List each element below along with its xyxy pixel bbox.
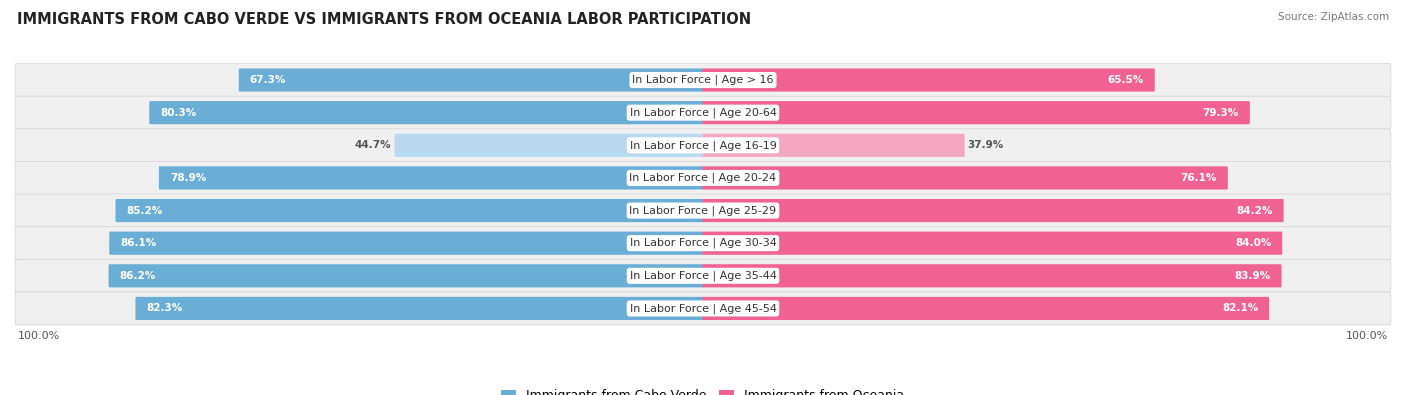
Text: In Labor Force | Age 20-24: In Labor Force | Age 20-24 bbox=[630, 173, 776, 183]
FancyBboxPatch shape bbox=[15, 129, 1391, 162]
FancyBboxPatch shape bbox=[703, 231, 1282, 255]
FancyBboxPatch shape bbox=[15, 96, 1391, 129]
FancyBboxPatch shape bbox=[135, 297, 703, 320]
FancyBboxPatch shape bbox=[703, 199, 1284, 222]
FancyBboxPatch shape bbox=[703, 264, 1282, 288]
Text: 44.7%: 44.7% bbox=[354, 140, 392, 150]
FancyBboxPatch shape bbox=[110, 231, 703, 255]
Text: In Labor Force | Age 25-29: In Labor Force | Age 25-29 bbox=[630, 205, 776, 216]
Text: 86.1%: 86.1% bbox=[120, 238, 156, 248]
Text: In Labor Force | Age 45-54: In Labor Force | Age 45-54 bbox=[630, 303, 776, 314]
FancyBboxPatch shape bbox=[395, 134, 703, 157]
FancyBboxPatch shape bbox=[115, 199, 703, 222]
Text: IMMIGRANTS FROM CABO VERDE VS IMMIGRANTS FROM OCEANIA LABOR PARTICIPATION: IMMIGRANTS FROM CABO VERDE VS IMMIGRANTS… bbox=[17, 12, 751, 27]
Text: 76.1%: 76.1% bbox=[1181, 173, 1218, 183]
Text: Source: ZipAtlas.com: Source: ZipAtlas.com bbox=[1278, 12, 1389, 22]
FancyBboxPatch shape bbox=[239, 68, 703, 92]
FancyBboxPatch shape bbox=[703, 297, 1270, 320]
Text: In Labor Force | Age 30-34: In Labor Force | Age 30-34 bbox=[630, 238, 776, 248]
FancyBboxPatch shape bbox=[108, 264, 703, 288]
FancyBboxPatch shape bbox=[703, 101, 1250, 124]
Text: 86.2%: 86.2% bbox=[120, 271, 156, 281]
FancyBboxPatch shape bbox=[15, 227, 1391, 260]
FancyBboxPatch shape bbox=[149, 101, 703, 124]
FancyBboxPatch shape bbox=[15, 64, 1391, 96]
Text: 84.2%: 84.2% bbox=[1236, 205, 1272, 216]
Text: 80.3%: 80.3% bbox=[160, 108, 197, 118]
FancyBboxPatch shape bbox=[703, 166, 1227, 190]
FancyBboxPatch shape bbox=[15, 194, 1391, 227]
Text: 84.0%: 84.0% bbox=[1234, 238, 1271, 248]
Text: 37.9%: 37.9% bbox=[967, 140, 1004, 150]
Text: 85.2%: 85.2% bbox=[127, 205, 163, 216]
Legend: Immigrants from Cabo Verde, Immigrants from Oceania: Immigrants from Cabo Verde, Immigrants f… bbox=[496, 384, 910, 395]
Text: 100.0%: 100.0% bbox=[1347, 331, 1389, 341]
Text: 83.9%: 83.9% bbox=[1234, 271, 1271, 281]
Text: 78.9%: 78.9% bbox=[170, 173, 207, 183]
FancyBboxPatch shape bbox=[159, 166, 703, 190]
Text: 67.3%: 67.3% bbox=[250, 75, 285, 85]
Text: In Labor Force | Age 16-19: In Labor Force | Age 16-19 bbox=[630, 140, 776, 150]
Text: In Labor Force | Age > 16: In Labor Force | Age > 16 bbox=[633, 75, 773, 85]
FancyBboxPatch shape bbox=[15, 260, 1391, 292]
Text: 100.0%: 100.0% bbox=[17, 331, 59, 341]
FancyBboxPatch shape bbox=[15, 292, 1391, 325]
Text: 79.3%: 79.3% bbox=[1202, 108, 1239, 118]
Text: 82.3%: 82.3% bbox=[146, 303, 183, 314]
FancyBboxPatch shape bbox=[703, 68, 1154, 92]
Text: 65.5%: 65.5% bbox=[1108, 75, 1144, 85]
Text: In Labor Force | Age 35-44: In Labor Force | Age 35-44 bbox=[630, 271, 776, 281]
Text: In Labor Force | Age 20-64: In Labor Force | Age 20-64 bbox=[630, 107, 776, 118]
Text: 82.1%: 82.1% bbox=[1222, 303, 1258, 314]
FancyBboxPatch shape bbox=[703, 134, 965, 157]
FancyBboxPatch shape bbox=[15, 162, 1391, 194]
